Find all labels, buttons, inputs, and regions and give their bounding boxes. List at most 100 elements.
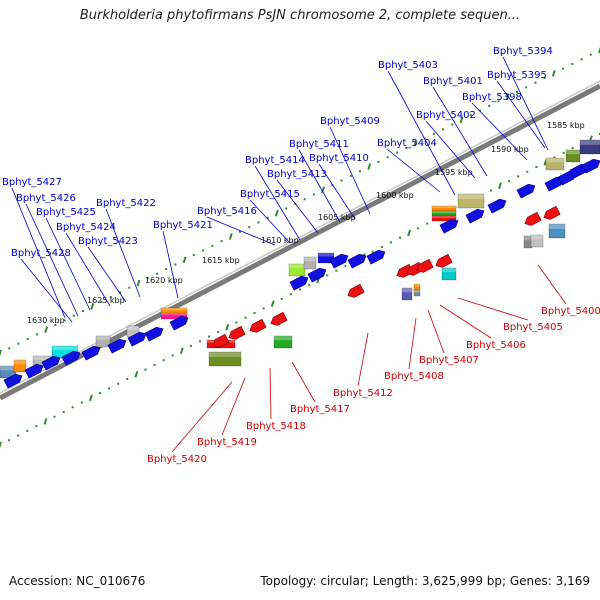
lower-track-tick [235, 321, 238, 324]
gene-label-bphyt_5408[interactable]: Bphyt_5408 [384, 371, 444, 382]
lower-track-tick [71, 406, 74, 409]
gene-arrows [3, 158, 600, 389]
lower-track-tick [553, 156, 556, 159]
upper-track-tick [469, 114, 472, 117]
feature-box [545, 157, 565, 171]
lower-track-tick [344, 264, 347, 267]
upper-track-major-tick [459, 116, 464, 124]
lower-track-tick [535, 165, 538, 168]
gene-label-bphyt_5415[interactable]: Bphyt_5415 [240, 189, 300, 200]
upper-track-tick [72, 314, 75, 317]
upper-track-tick [497, 100, 500, 103]
upper-track-major-tick [598, 46, 600, 54]
leader-line-bphyt_5410 [318, 163, 356, 220]
gene-label-bphyt_5398[interactable]: Bphyt_5398 [462, 92, 522, 103]
leader-line-bphyt_5423 [87, 246, 127, 303]
gene-label-bphyt_5423[interactable]: Bphyt_5423 [78, 236, 138, 247]
feature-box-shine [274, 336, 292, 341]
gene-label-bphyt_5425[interactable]: Bphyt_5425 [36, 207, 96, 218]
upper-track-tick [285, 207, 288, 210]
gene-label-bphyt_5413[interactable]: Bphyt_5413 [267, 169, 327, 180]
gene-label-bphyt_5428[interactable]: Bphyt_5428 [11, 248, 71, 259]
gene-label-bphyt_5416[interactable]: Bphyt_5416 [197, 206, 257, 217]
lower-track-tick [53, 415, 56, 418]
tick-marks [0, 46, 600, 449]
gene-label-bphyt_5414[interactable]: Bphyt_5414 [245, 155, 305, 166]
scale-label-1610-kbp: 1610 kbp [261, 236, 299, 245]
lower-track-tick [17, 434, 20, 437]
lower-track-tick [299, 288, 301, 291]
lower-track-tick [208, 335, 211, 338]
forward-gene-arrow [329, 253, 349, 269]
lower-track-tick [80, 401, 83, 404]
feature-box [160, 312, 188, 320]
gene-label-bphyt_5400[interactable]: Bphyt_5400 [541, 306, 600, 317]
gene-label-bphyt_5401[interactable]: Bphyt_5401 [423, 76, 483, 87]
leader-line-bphyt_5428 [20, 258, 73, 323]
gene-label-bphyt_5410[interactable]: Bphyt_5410 [309, 153, 369, 164]
gene-label-bphyt_5420[interactable]: Bphyt_5420 [147, 454, 207, 465]
lower-track-tick [308, 283, 311, 286]
gene-label-bphyt_5409[interactable]: Bphyt_5409 [320, 116, 380, 127]
forward-gene-arrow [107, 338, 127, 354]
gene-label-bphyt_5419[interactable]: Bphyt_5419 [197, 437, 257, 448]
leader-line-bphyt_5420 [171, 381, 233, 453]
feature-box [13, 359, 27, 373]
gene-label-bphyt_5402[interactable]: Bphyt_5402 [416, 110, 476, 121]
feature-box-shine [414, 284, 420, 287]
gene-label-bphyt_5411[interactable]: Bphyt_5411 [289, 139, 349, 150]
upper-track-tick [432, 132, 435, 135]
upper-track-major-tick [136, 279, 141, 287]
forward-gene-arrow [487, 198, 507, 214]
forward-gene-arrow [516, 183, 536, 199]
upper-track-tick [211, 244, 214, 247]
gene-label-bphyt_5424[interactable]: Bphyt_5424 [56, 222, 116, 233]
upper-track-tick [220, 240, 223, 243]
gene-label-bphyt_5426[interactable]: Bphyt_5426 [16, 193, 76, 204]
gene-label-bphyt_5421[interactable]: Bphyt_5421 [153, 220, 213, 231]
lower-track-tick [153, 363, 156, 366]
lower-track-major-tick [88, 394, 93, 402]
feature-box [565, 149, 581, 163]
lower-track-major-tick [225, 323, 230, 331]
upper-track-major-tick [44, 326, 49, 334]
upper-track-tick [248, 226, 251, 229]
feature-box-shine [0, 366, 16, 371]
lower-track-tick [371, 250, 374, 253]
gene-label-bphyt_5427[interactable]: Bphyt_5427 [2, 177, 62, 188]
leader-line-bphyt_5403 [387, 70, 456, 196]
gene-label-bphyt_5418[interactable]: Bphyt_5418 [246, 421, 306, 432]
gene-label-bphyt_5394[interactable]: Bphyt_5394 [493, 46, 553, 57]
gene-label-bphyt_5407[interactable]: Bphyt_5407 [419, 355, 479, 366]
upper-track-major-tick [274, 209, 279, 217]
lower-track-tick [399, 236, 401, 239]
upper-track-tick [442, 128, 445, 131]
upper-track-major-tick [505, 93, 510, 100]
leader-line-bphyt_5427 [11, 187, 66, 319]
feature-box-shine [33, 356, 51, 361]
leader-line-bphyt_5406 [439, 304, 492, 339]
gene-label-bphyt_5403[interactable]: Bphyt_5403 [378, 60, 438, 71]
gene-label-bphyt_5404[interactable]: Bphyt_5404 [377, 138, 437, 149]
gene-label-bphyt_5412[interactable]: Bphyt_5412 [333, 388, 393, 399]
feature-box-shine [318, 253, 334, 257]
lower-track-tick [571, 147, 574, 150]
gene-label-bphyt_5422[interactable]: Bphyt_5422 [96, 198, 156, 209]
lower-track-tick [26, 429, 29, 432]
gene-label-bphyt_5406[interactable]: Bphyt_5406 [466, 340, 526, 351]
upper-track-tick [63, 319, 66, 322]
feature-box [95, 335, 111, 348]
gene-label-bphyt_5417[interactable]: Bphyt_5417 [290, 404, 350, 415]
map-title: Burkholderia phytofirmans PsJN chromosom… [79, 8, 521, 23]
gene-label-bphyt_5405[interactable]: Bphyt_5405 [503, 322, 563, 333]
lower-track-tick [262, 307, 265, 310]
upper-track-tick [54, 324, 57, 327]
gene-labels[interactable]: Bphyt_5394 Bphyt_5395 Bphyt_5398 Bphyt_5401… [2, 46, 600, 465]
gene-label-bphyt_5395[interactable]: Bphyt_5395 [487, 70, 547, 81]
leader-line-bphyt_5411 [298, 149, 341, 223]
forward-gene-arrow [347, 253, 367, 269]
reverse-gene-arrow [435, 253, 453, 268]
feature-box-shine [432, 211, 456, 213]
upper-track-tick [571, 62, 574, 65]
